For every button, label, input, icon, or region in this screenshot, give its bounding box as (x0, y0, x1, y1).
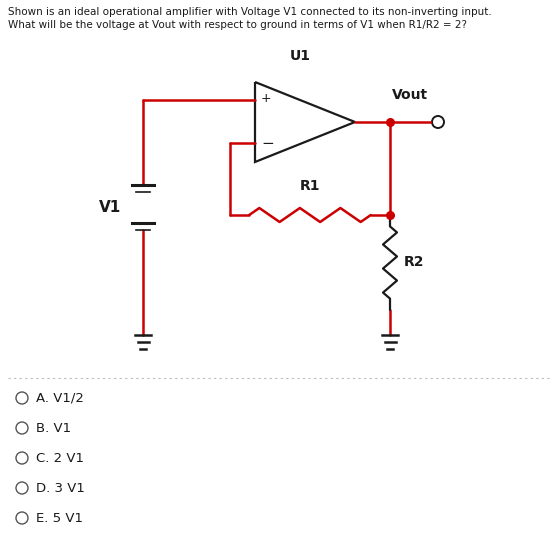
Text: B. V1: B. V1 (36, 422, 71, 434)
Text: U1: U1 (290, 49, 310, 63)
Text: Vout: Vout (392, 88, 428, 102)
Text: −: − (261, 135, 274, 151)
Text: Shown is an ideal operational amplifier with Voltage V1 connected to its non-inv: Shown is an ideal operational amplifier … (8, 7, 492, 17)
Text: D. 3 V1: D. 3 V1 (36, 481, 85, 495)
Text: R2: R2 (404, 256, 424, 269)
Text: V1: V1 (99, 200, 121, 215)
Text: A. V1/2: A. V1/2 (36, 391, 84, 405)
Text: R1: R1 (300, 179, 320, 193)
Text: +: + (261, 93, 272, 105)
Text: E. 5 V1: E. 5 V1 (36, 512, 83, 524)
Text: C. 2 V1: C. 2 V1 (36, 452, 84, 464)
Text: What will be the voltage at Vout with respect to ground in terms of V1 when R1/R: What will be the voltage at Vout with re… (8, 20, 467, 30)
